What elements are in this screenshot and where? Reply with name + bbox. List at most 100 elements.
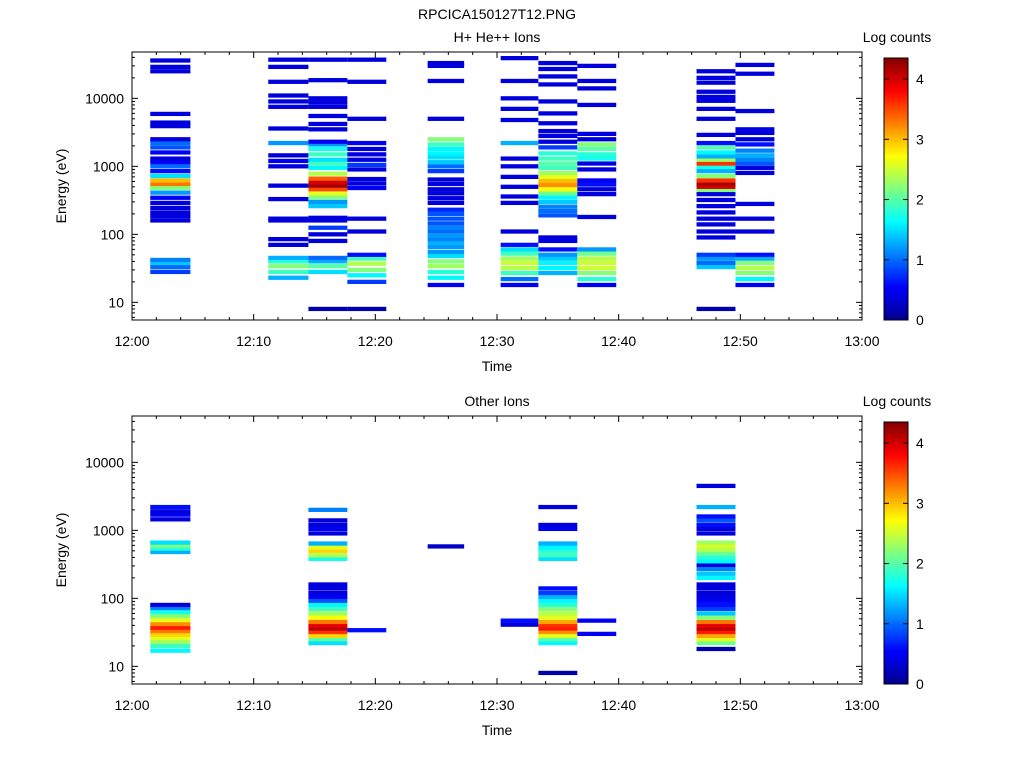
heatmap-cell [696, 598, 736, 603]
heatmap-cell [696, 150, 736, 155]
heatmap-cell [150, 124, 191, 129]
heatmap-cell [696, 116, 736, 121]
heatmap-cell [308, 306, 348, 312]
heatmap-cell [696, 164, 736, 170]
heatmap-cell [308, 637, 348, 642]
heatmap-cell [696, 181, 736, 186]
heatmap-cell [500, 106, 539, 111]
x-axis-label: Time [482, 722, 513, 738]
heatmap-cell [538, 541, 578, 546]
heatmap-cell [538, 174, 578, 180]
heatmap-cell [696, 98, 736, 103]
heatmap-cell [735, 62, 775, 68]
heatmap-cell [696, 235, 736, 240]
heatmap-cells [150, 55, 775, 312]
x-axis: 12:00 12:10 12:20 12:30 12:40 12:50 13:00 Time [114, 416, 880, 738]
heatmap-cell [500, 117, 539, 123]
heatmap-cell [735, 130, 775, 136]
heatmap-cell [427, 225, 465, 230]
heatmap-cell [500, 229, 539, 234]
heatmap-cell [150, 210, 191, 215]
heatmap-cell [735, 260, 775, 266]
heatmap-cell [538, 670, 578, 676]
heatmap-cell [150, 504, 191, 510]
heatmap-cell [308, 146, 348, 152]
heatmap-cell [268, 242, 309, 248]
heatmap-cell [427, 269, 465, 275]
heatmap-cell [308, 161, 348, 166]
heatmap-cell [577, 156, 617, 161]
heatmap-cell [427, 233, 465, 238]
heatmap-cell [538, 265, 578, 271]
heatmap-cell [347, 273, 387, 278]
heatmap-cell [735, 157, 775, 162]
y-tick-label: 10000 [85, 90, 124, 106]
heatmap-cell [735, 265, 775, 271]
heatmap-cell [427, 207, 465, 212]
heatmap-cell [268, 164, 309, 169]
heatmap-cell [696, 590, 736, 596]
heatmap-cell [735, 161, 775, 166]
heatmap-cell [577, 137, 617, 142]
heatmap-cell [308, 171, 348, 176]
heatmap-cell [308, 598, 348, 603]
heatmap-cell [268, 264, 309, 269]
heatmap-cell [538, 637, 578, 642]
heatmap-cell [427, 211, 465, 217]
heatmap-cell [308, 142, 348, 147]
heatmap-cell [538, 139, 578, 144]
heatmap-cell [268, 64, 309, 70]
heatmap-cell [538, 187, 578, 192]
heatmap-cell [696, 623, 736, 628]
heatmap-cell [538, 238, 578, 244]
heatmap-cell [347, 140, 387, 146]
heatmap-cell [427, 282, 465, 288]
heatmap-cell [735, 165, 775, 170]
heatmap-cell [577, 131, 617, 137]
heatmap-cell [538, 590, 578, 596]
heatmap-cell [308, 594, 348, 600]
heatmap-cell [577, 167, 617, 172]
heatmap-cell [538, 586, 578, 591]
colorbar: 0 1 2 3 4 [883, 57, 924, 328]
heatmap-cell [308, 615, 348, 620]
heatmap-cell [427, 240, 465, 245]
heatmap-cell [150, 120, 191, 125]
heatmap-cell [538, 121, 578, 126]
x-axis-label: Time [482, 358, 513, 374]
heatmap-cell [308, 121, 348, 127]
heatmap-cell [268, 140, 309, 146]
heatmap-cell [538, 195, 578, 200]
heatmap-cell [538, 504, 578, 510]
heatmap-cell [500, 156, 539, 161]
heatmap-cell [268, 104, 309, 109]
heatmap-cell [427, 160, 465, 165]
colorbar-1-label: Log counts [862, 29, 932, 45]
heatmap-cell [735, 137, 775, 142]
heatmap-cell [500, 282, 539, 288]
heatmap-cell [150, 517, 191, 522]
heatmap-cell [696, 216, 736, 221]
heatmap-cell [268, 183, 309, 188]
heatmap-cell [500, 55, 539, 61]
heatmap-cell [696, 518, 736, 523]
heatmap-cell [308, 548, 348, 553]
heatmap-cell [427, 116, 465, 121]
heatmap-cell [427, 155, 465, 160]
heatmap-cell [427, 244, 465, 250]
y-tick-label: 10 [108, 294, 124, 310]
x-tick-label: 13:00 [844, 333, 879, 349]
heatmap-cell [538, 602, 578, 608]
heatmap-cell [538, 204, 578, 209]
heatmap-cell [150, 145, 191, 150]
heatmap-cell [150, 69, 191, 74]
heatmap-cell [538, 182, 578, 188]
heatmap-cell [308, 57, 348, 62]
heatmap-cell [735, 71, 775, 76]
heatmap-cell [427, 78, 465, 84]
heatmap-cell [538, 556, 578, 562]
heatmap-cell [500, 78, 539, 84]
heatmap-cell [735, 170, 775, 176]
heatmap-cell [150, 264, 191, 270]
